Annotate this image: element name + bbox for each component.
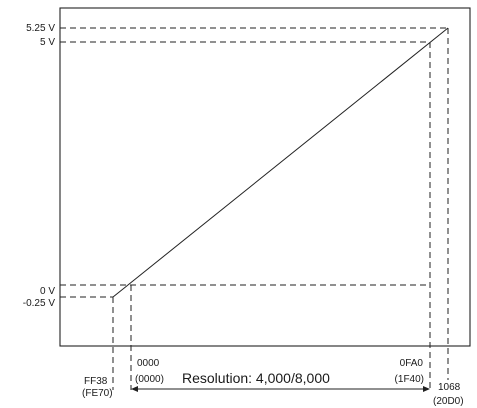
arrowhead-right	[423, 386, 430, 392]
label-ff38: FF38	[84, 376, 108, 387]
conversion-line	[112, 27, 449, 298]
label-20d0: (20D0)	[433, 396, 464, 407]
plot-frame	[59, 7, 471, 347]
label-0fa0: 0FA0	[400, 358, 424, 369]
label-fe70: (FE70)	[82, 388, 113, 399]
label-1f40: (1F40)	[395, 374, 424, 385]
resolution-label: Resolution: 4,000/8,000	[182, 370, 330, 386]
arrowhead-left	[131, 386, 138, 392]
label-0000-paren: (0000)	[135, 374, 164, 385]
label-0000: 0000	[137, 358, 160, 369]
label-neg-0-25v: -0.25 V	[23, 298, 56, 309]
label-1068: 1068	[438, 382, 461, 393]
label-5v: 5 V	[40, 37, 55, 48]
label-0v: 0 V	[40, 286, 55, 297]
label-5-25v: 5.25 V	[26, 23, 55, 34]
